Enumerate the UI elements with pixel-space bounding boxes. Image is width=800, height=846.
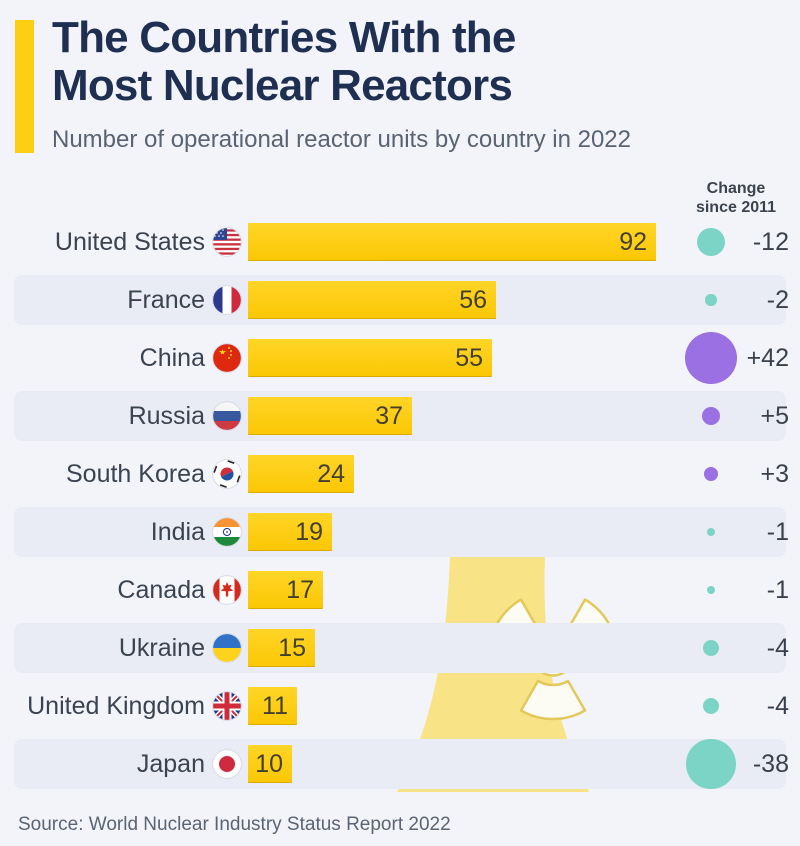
change-column-header-line1: Change	[706, 180, 766, 197]
in-flag-icon	[212, 517, 242, 547]
value-bar: 92	[248, 223, 656, 261]
country-label: India	[150, 518, 205, 546]
bar-value-label: 17	[286, 576, 314, 604]
change-value-label: +3	[760, 460, 789, 488]
change-value-label: -1	[766, 576, 789, 604]
bar-value-label: 19	[295, 518, 323, 546]
chart-row-ua: Ukraine 15 -4	[0, 619, 800, 677]
value-bar: 10	[248, 745, 292, 783]
ca-flag-icon	[212, 575, 242, 605]
page-title-line1: The Countries With the	[52, 13, 516, 62]
change-bubble	[701, 406, 720, 425]
value-bar: 55	[248, 339, 492, 377]
gb-flag-icon	[212, 691, 242, 721]
country-label: Japan	[136, 750, 205, 778]
bar-value-label: 15	[278, 634, 306, 662]
bar-value-label: 10	[255, 750, 283, 778]
jp-flag-icon	[212, 749, 242, 779]
change-bubble	[706, 527, 716, 537]
chart-row-gb: United Kingdom 11 -4	[0, 677, 800, 735]
ua-flag-icon	[212, 633, 242, 663]
value-bar: 37	[248, 397, 412, 435]
country-label: Russia	[128, 402, 205, 430]
bar-value-label: 92	[619, 228, 647, 256]
fr-flag-icon	[212, 285, 242, 315]
change-column-header: Change since 2011	[666, 180, 800, 218]
chart-row-fr: France 56 -2	[0, 271, 800, 329]
change-bubble	[702, 639, 720, 657]
row-band	[14, 507, 786, 557]
chart-row-kr: South Korea 24 +3	[0, 445, 800, 503]
change-bubble	[697, 228, 725, 256]
change-value-label: -1	[766, 518, 789, 546]
value-bar: 15	[248, 629, 315, 667]
source-text: Source: World Nuclear Industry Status Re…	[18, 814, 451, 835]
chart-row-jp: Japan 10 -38	[0, 735, 800, 793]
country-label: France	[127, 286, 205, 314]
change-bubble	[704, 467, 718, 481]
page-title: The Countries With the Most Nuclear Reac…	[52, 14, 752, 109]
bar-value-label: 24	[317, 460, 345, 488]
us-flag-icon	[212, 227, 242, 257]
change-value-label: -4	[766, 692, 789, 720]
value-bar: 24	[248, 455, 354, 493]
country-label: South Korea	[66, 460, 205, 488]
bar-value-label: 37	[375, 402, 403, 430]
bar-value-label: 11	[262, 692, 288, 720]
bar-value-label: 56	[459, 286, 487, 314]
chart-row-ca: Canada 17 -1	[0, 561, 800, 619]
chart-row-cn: China 55 +42	[0, 329, 800, 387]
title-accent-bar	[15, 20, 34, 153]
page-subtitle: Number of operational reactor units by c…	[52, 126, 631, 153]
page-title-line2: Most Nuclear Reactors	[52, 60, 513, 110]
change-column-header-line2: since 2011	[695, 198, 777, 216]
country-label: Ukraine	[118, 634, 205, 662]
value-bar: 56	[248, 281, 496, 319]
change-bubble	[706, 585, 716, 595]
country-label: Canada	[117, 576, 205, 604]
change-bubble	[686, 739, 736, 789]
chart-row-in: India 19 -1	[0, 503, 800, 561]
bar-chart: United States 92 -12 France 56 -2 China …	[0, 213, 800, 793]
country-label: United States	[54, 228, 205, 256]
change-bubble	[684, 331, 738, 385]
kr-flag-icon	[212, 459, 242, 489]
value-bar: 19	[248, 513, 332, 551]
country-label: United Kingdom	[27, 692, 205, 720]
cn-flag-icon	[212, 343, 242, 373]
chart-row-us: United States 92 -12	[0, 213, 800, 271]
change-value-label: -12	[752, 228, 789, 256]
chart-row-ru: Russia 37 +5	[0, 387, 800, 445]
change-bubble	[702, 697, 720, 715]
value-bar: 17	[248, 571, 323, 609]
change-bubble	[705, 294, 717, 306]
bar-value-label: 55	[455, 344, 483, 372]
change-value-label: -4	[766, 634, 789, 662]
country-label: China	[139, 344, 205, 372]
change-value-label: -2	[766, 286, 789, 314]
change-value-label: -38	[752, 750, 789, 778]
change-value-label: +42	[746, 344, 789, 372]
ru-flag-icon	[212, 401, 242, 431]
change-value-label: +5	[760, 402, 789, 430]
value-bar: 11	[248, 687, 297, 725]
